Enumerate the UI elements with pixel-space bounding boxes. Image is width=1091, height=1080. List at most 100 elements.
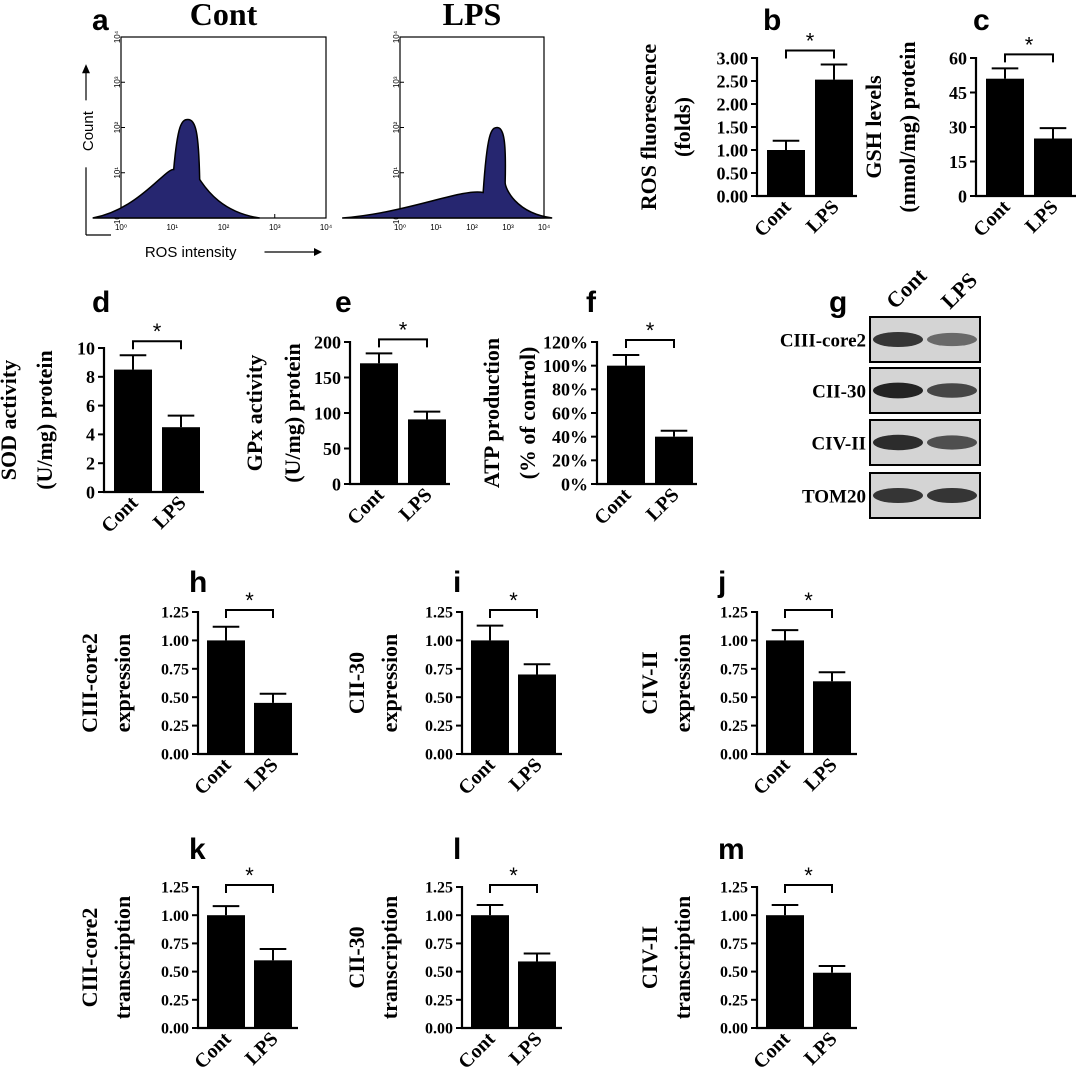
x-tick-label: Cont — [749, 754, 795, 800]
significance-marker: * — [806, 28, 815, 53]
significance-marker: * — [509, 588, 518, 613]
flow-cytometry-panels: Cont 10⁰ 10¹ 10² 10³ 10⁴ 10⁰ 10¹ 10² 10³ 10⁴ Count R… — [80, 0, 553, 261]
x-tick-label: Cont — [749, 1028, 795, 1074]
bar-chart-e: 0 50 100 150 200 Cont LPS * GPx activity (U/mg) p… — [242, 317, 450, 529]
x-tick-label: 10¹ — [166, 223, 178, 232]
y-axis-label-line: ROS fluorescence — [636, 44, 661, 211]
bar-lps — [813, 681, 851, 754]
western-blot-panel: Cont LPS CIII-core2 CII-30 CIV-II TOM20 — [780, 263, 982, 519]
blot-row-label: TOM20 — [802, 487, 866, 508]
y-tick-label: 1.25 — [425, 880, 453, 897]
x-tick-label: Cont — [190, 754, 236, 800]
y-tick-label: 2.50 — [717, 71, 749, 91]
y-tick-label: 10³ — [113, 76, 122, 88]
y-axis-arrowhead — [82, 64, 90, 74]
bar-lps — [813, 972, 851, 1028]
y-tick-label: 1.50 — [717, 117, 749, 137]
y-tick-label: 0.00 — [425, 1021, 453, 1038]
x-tick-label: Cont — [590, 484, 636, 530]
bar-cont — [767, 150, 805, 196]
y-axis-label-line: transcription — [670, 896, 695, 1019]
significance-bracket — [785, 49, 835, 59]
blot-band — [927, 332, 977, 347]
y-tick-label: 1.00 — [425, 908, 453, 925]
y-tick-label: 200 — [314, 332, 341, 352]
significance-bracket — [225, 884, 274, 893]
y-tick-label: 0.75 — [720, 661, 748, 678]
y-tick-label: 0.75 — [425, 661, 453, 678]
bar-chart-m: 0.00 0.25 0.50 0.75 1.00 1.25 Cont LPS * CIV-II tr… — [637, 863, 857, 1073]
y-tick-label: 0.50 — [161, 690, 189, 707]
y-tick-label: 10² — [392, 121, 401, 133]
blot-band — [927, 435, 977, 450]
y-tick-label: 0.00 — [161, 1021, 189, 1038]
bar-cont — [471, 915, 509, 1028]
y-axis-label-line: CIV-II — [637, 926, 662, 989]
x-tick-label: LPS — [800, 754, 841, 795]
blot-band — [927, 487, 977, 504]
y-tick-label: 100 — [314, 403, 341, 423]
y-tick-label: 2 — [86, 454, 95, 474]
y-tick-label: 0 — [332, 474, 341, 494]
x-tick-label: LPS — [149, 492, 190, 533]
bar-lps — [655, 436, 693, 484]
bar-cont — [766, 640, 804, 754]
panel-letter-i: i — [453, 566, 461, 599]
y-tick-label: 1.00 — [720, 908, 748, 925]
bar-cont — [986, 78, 1024, 196]
y-axis-label-line: expression — [670, 634, 695, 733]
x-tick-label: Cont — [454, 754, 500, 800]
significance-bracket — [378, 338, 428, 348]
significance-bracket — [625, 339, 675, 348]
y-tick-label: 8 — [86, 367, 95, 387]
y-axis-label-line: (U/mg) protein — [280, 343, 305, 483]
blot-lane-label: Cont — [881, 263, 932, 314]
y-tick-label: 2.00 — [717, 94, 749, 114]
bar-lps — [1034, 138, 1072, 196]
x-tick-label: LPS — [395, 484, 436, 525]
bar-chart-b: 0.00 0.50 1.00 1.50 2.00 2.50 3.00 Cont LPS * ROS … — [636, 28, 857, 241]
x-tick-label: Cont — [969, 196, 1015, 242]
blot-band — [873, 434, 923, 451]
panel-title: LPS — [443, 0, 502, 32]
panel-letters: a b c d e f g h i j k l m — [92, 4, 990, 866]
bar-lps — [408, 419, 446, 484]
blot-row-label: CIV-II — [811, 434, 866, 455]
y-axis-label-line: GPx activity — [242, 355, 267, 472]
x-tick-label: Cont — [190, 1028, 236, 1074]
x-tick-label: LPS — [241, 1028, 282, 1069]
y-tick-label: 0.50 — [161, 964, 189, 981]
x-tick-label: 10³ — [269, 223, 281, 232]
y-tick-label: 0.50 — [425, 690, 453, 707]
panel-title: Cont — [190, 0, 258, 32]
y-tick-label: 0.00 — [720, 1021, 748, 1038]
panel-letter-g: g — [829, 286, 847, 319]
significance-bracket — [784, 884, 833, 893]
plot-frame — [399, 36, 545, 219]
y-axis-label-line: transcription — [110, 896, 135, 1019]
y-axis-label-line: CIII-core2 — [77, 633, 102, 733]
significance-marker: * — [1025, 32, 1034, 57]
y-tick-label: 50 — [323, 439, 341, 459]
histogram-area — [92, 118, 260, 219]
bar-chart-f: 0% 20% 40% 60% 80% 100% 120% Cont LPS * ATP produc… — [479, 318, 697, 529]
x-tick-label: LPS — [1021, 196, 1062, 237]
y-tick-label: 60% — [552, 403, 588, 423]
y-tick-label: 30 — [949, 117, 967, 137]
x-tick-label: 10³ — [502, 223, 514, 232]
panel-letter-e: e — [335, 286, 352, 319]
significance-marker: * — [646, 318, 655, 343]
panel-letter-k: k — [189, 833, 206, 866]
bar-lps — [254, 960, 292, 1028]
y-tick-label: 0.25 — [161, 992, 189, 1009]
y-tick-label: 20% — [552, 451, 588, 471]
blot-row-label: CIII-core2 — [780, 331, 866, 352]
bar-lps — [162, 427, 200, 492]
x-tick-label: LPS — [800, 1028, 841, 1069]
bar-chart-h: 0.00 0.25 0.50 0.75 1.00 1.25 Cont LPS * CIII-cor… — [77, 588, 298, 799]
x-axis-label: ROS intensity — [145, 244, 237, 261]
y-tick-label: 120% — [543, 332, 588, 352]
y-tick-label: 0.75 — [720, 936, 748, 953]
